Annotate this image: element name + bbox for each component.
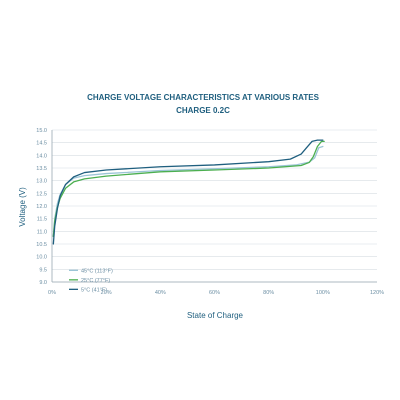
legend-label: 5°C (41°F) <box>81 287 107 293</box>
legend-label: 25°C (77°F) <box>81 278 110 284</box>
y-axis-title: Voltage (V) <box>18 187 27 227</box>
y-tick-label: 10.0 <box>36 255 47 261</box>
tick-labels: 9.0 9.5 10.0 10.5 11.0 11.5 12.0 12.5 13.0 13.5 14… <box>36 128 384 296</box>
y-tick-label: 14.0 <box>36 153 47 159</box>
x-tick-label: 60% <box>209 290 220 296</box>
axes <box>51 130 377 283</box>
y-tick-label: 10.5 <box>36 242 47 248</box>
y-tick-label: 9.0 <box>39 280 47 286</box>
y-tick-label: 9.5 <box>39 267 47 273</box>
chart-title: CHARGE VOLTAGE CHARACTERISTICS AT VARIOU… <box>87 93 320 102</box>
legend-label: 45°C (113°F) <box>81 268 113 274</box>
x-tick-label: 0% <box>48 290 56 296</box>
chart-subtitle: CHARGE 0.2C <box>176 106 230 115</box>
y-tick-label: 13.0 <box>36 179 47 185</box>
series-lines <box>52 139 325 245</box>
series-line <box>52 139 324 245</box>
x-tick-label: 100% <box>316 290 330 296</box>
x-tick-label: 120% <box>370 290 384 296</box>
x-tick-label: 40% <box>155 290 166 296</box>
x-tick-label: 80% <box>263 290 274 296</box>
x-axis-title: State of Charge <box>187 311 244 320</box>
y-tick-label: 11.0 <box>37 229 47 235</box>
x-tick-label: 20% <box>101 290 112 296</box>
y-tick-label: 12.0 <box>36 204 47 210</box>
grid <box>52 129 377 283</box>
y-tick-label: 15.0 <box>36 128 47 134</box>
legend: 45°C (113°F) 25°C (77°F) 5°C (41°F) <box>69 268 113 293</box>
series-line <box>52 145 324 238</box>
y-tick-label: 12.5 <box>36 191 47 197</box>
y-tick-label: 11.5 <box>37 217 47 223</box>
y-tick-label: 14.5 <box>36 141 47 147</box>
y-tick-label: 13.5 <box>36 166 47 172</box>
